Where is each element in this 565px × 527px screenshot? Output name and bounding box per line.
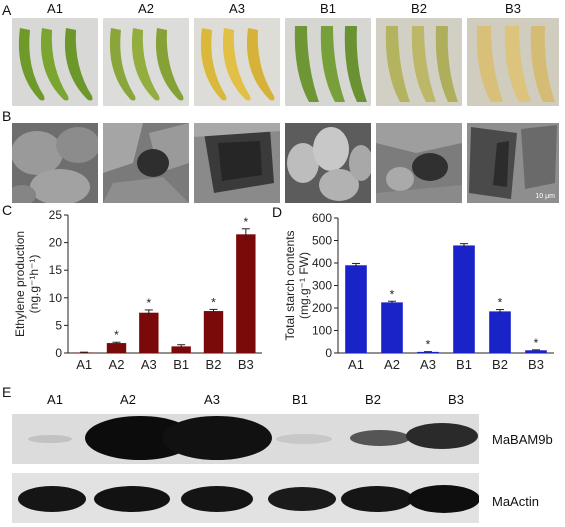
bar-a3 [139, 312, 159, 353]
bar-b3 [525, 350, 547, 353]
y-tick-label: 15 [49, 263, 63, 277]
y-tick-label: 25 [49, 208, 63, 222]
y-axis-label: Ethylene production [13, 231, 27, 337]
significance-marker: * [146, 296, 151, 310]
banana-photo-a2 [103, 18, 189, 106]
significance-marker: * [534, 336, 539, 350]
x-tick-label: A1 [76, 357, 92, 372]
bar-b2 [489, 311, 511, 353]
panel-a-column-b3: B3 [505, 1, 521, 16]
x-tick-label: B3 [238, 357, 254, 372]
x-tick-label: B3 [528, 357, 544, 372]
bar-a1 [74, 352, 94, 354]
y-axis-unit-label: (ng.g⁻¹h⁻¹) [27, 255, 41, 314]
significance-marker: * [243, 215, 248, 229]
y-tick-label: 400 [312, 256, 332, 270]
panel-a-column-a1: A1 [47, 1, 63, 16]
x-tick-label: A2 [384, 357, 400, 372]
band-label-maactin: MaActin [492, 494, 539, 509]
panel-e-column-b2: B2 [365, 392, 381, 407]
panel-a-label: A [2, 2, 12, 18]
y-tick-label: 10 [49, 291, 63, 305]
bar-a1 [345, 265, 367, 353]
significance-marker: * [390, 287, 395, 301]
significance-marker: * [426, 338, 431, 352]
bar-a3 [417, 351, 439, 353]
panel-e-label: E [2, 384, 12, 400]
bar-a2 [381, 302, 403, 353]
panel-c-label: C [2, 202, 13, 218]
sem-image-b1 [285, 123, 371, 203]
bar-b1 [453, 245, 475, 353]
banana-photo-a3 [194, 18, 280, 106]
y-tick-label: 0 [55, 346, 62, 360]
sem-image-b2 [376, 123, 462, 203]
y-tick-label: 20 [49, 236, 63, 250]
panel-a-column-b1: B1 [320, 1, 336, 16]
sem-image-a1 [12, 123, 98, 203]
sem-image-a2 [103, 123, 189, 203]
panel-a-column-b2: B2 [411, 1, 427, 16]
panel-e-column-a2: A2 [120, 392, 136, 407]
y-axis-label: Total starch contents [283, 230, 297, 340]
x-tick-label: A1 [348, 357, 364, 372]
y-tick-label: 0 [325, 346, 332, 360]
panel-e-column-b3: B3 [448, 392, 464, 407]
y-tick-label: 100 [312, 324, 332, 338]
blot-maactin [12, 473, 479, 523]
starch-content-chart: 0 100 200 300 400 500 600 A1 * A2 * A3 B1 * B2 * B3 Total… [283, 211, 554, 372]
y-tick-label: 600 [312, 211, 332, 225]
panel-e-column-a1: A1 [47, 392, 63, 407]
panel-a-column-a3: A3 [229, 1, 245, 16]
blot-mabam9b [12, 414, 479, 464]
y-tick-label: 5 [55, 318, 62, 332]
x-tick-label: B2 [492, 357, 508, 372]
bar-b3 [236, 234, 256, 353]
ethylene-production-chart: 0 5 10 15 20 25 A1 * A2 * A3 B1 * B2 * B3 Ethylene produ… [13, 208, 262, 372]
x-tick-label: B1 [456, 357, 472, 372]
y-tick-label: 300 [312, 279, 332, 293]
significance-marker: * [211, 295, 216, 309]
panel-d-label: D [272, 204, 283, 220]
x-tick-label: A2 [109, 357, 125, 372]
y-axis-unit-label: (mg.g⁻¹ FW) [297, 252, 311, 319]
sem-image-b3: 10 μm [467, 123, 559, 203]
band-label-mabam9b: MaBAM9b [492, 432, 553, 447]
banana-photo-b3 [467, 18, 559, 106]
y-tick-label: 200 [312, 301, 332, 315]
significance-marker: * [114, 328, 119, 342]
scale-bar-label: 10 μm [535, 193, 555, 200]
panel-e-column-b1: B1 [292, 392, 308, 407]
panel-a-column-a2: A2 [138, 1, 154, 16]
x-tick-label: B2 [206, 357, 222, 372]
significance-marker: * [498, 296, 503, 310]
banana-photo-b1 [285, 18, 371, 106]
x-tick-label: B1 [173, 357, 189, 372]
banana-photo-b2 [376, 18, 462, 106]
sem-image-a3 [194, 123, 280, 203]
panel-b-label: B [2, 108, 12, 124]
bar-b2 [203, 311, 224, 353]
x-tick-label: A3 [420, 357, 436, 372]
bar-a2 [106, 343, 127, 353]
x-tick-label: A3 [141, 357, 157, 372]
panel-e-column-a3: A3 [204, 392, 220, 407]
y-tick-label: 500 [312, 234, 332, 248]
banana-photo-a1 [12, 18, 98, 106]
bar-b1 [171, 346, 191, 353]
